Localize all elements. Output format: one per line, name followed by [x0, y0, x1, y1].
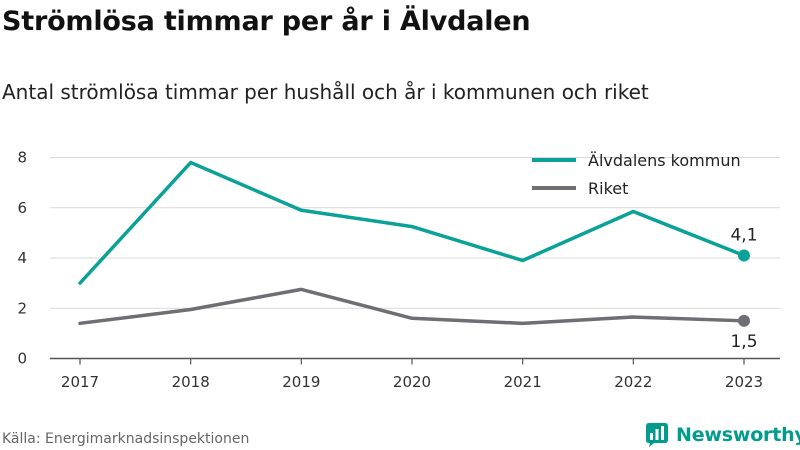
data-label: 1,5	[730, 332, 757, 352]
chart-title: Strömlösa timmar per år i Älvdalen	[2, 6, 531, 37]
x-tick-label: 2020	[393, 373, 431, 391]
source-note: Källa: Energimarknadsinspektionen	[2, 431, 250, 447]
y-tick-label: 6	[17, 199, 27, 217]
y-tick-label: 2	[17, 299, 27, 317]
newsworthy-logo-icon	[646, 423, 668, 447]
x-tick-label: 2017	[61, 373, 99, 391]
x-tick-label: 2023	[725, 373, 763, 391]
brand: Newsworthy	[646, 420, 800, 450]
y-tick-label: 0	[17, 350, 27, 368]
brand-name: Newsworthy	[676, 424, 800, 446]
line-chart: 0 2 4 6 8 2017 2018 2019 2020 2021 2022 2023 4,1 1,5 Ä…	[17, 149, 780, 391]
y-tick-label: 4	[17, 249, 27, 267]
series-line	[78, 287, 746, 326]
series-end-point	[738, 314, 750, 327]
series-line	[78, 160, 746, 285]
chart-subtitle: Antal strömlösa timmar per hushåll och å…	[2, 80, 649, 104]
data-label: 4,1	[730, 225, 757, 245]
x-tick-label: 2021	[504, 373, 542, 391]
x-tick-label: 2019	[282, 373, 320, 391]
y-tick-label: 8	[17, 149, 27, 167]
legend-label: Älvdalens kommun	[588, 151, 741, 170]
legend-label: Riket	[588, 179, 628, 198]
series-end-point	[738, 249, 750, 262]
x-tick-label: 2018	[172, 373, 210, 391]
x-tick-label: 2022	[614, 373, 652, 391]
